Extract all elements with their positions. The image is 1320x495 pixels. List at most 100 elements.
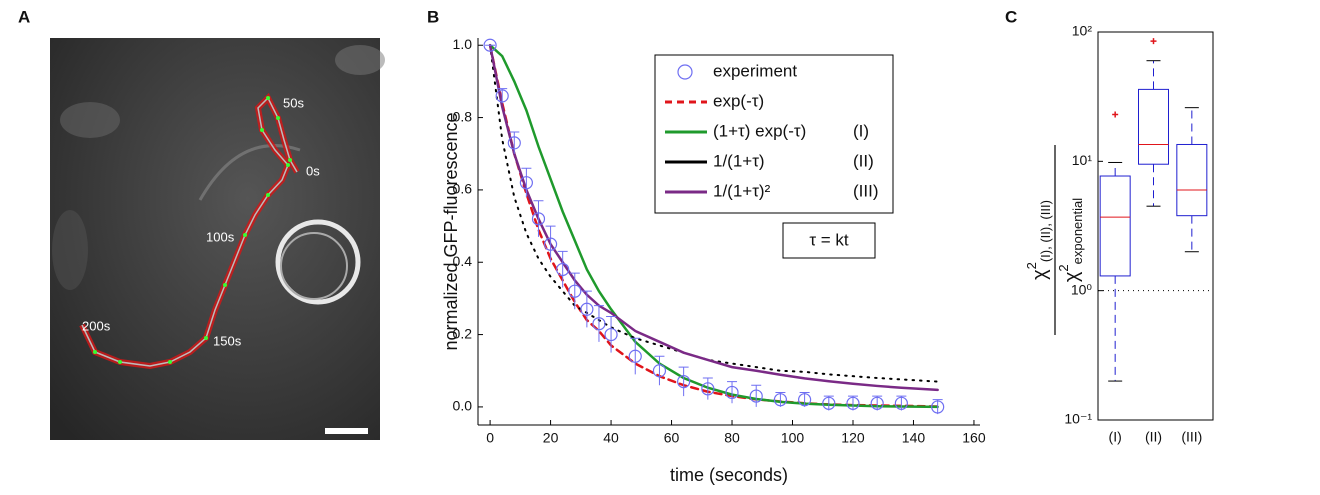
data-point [677,374,691,389]
y-tick-label: 10⁰ [1071,281,1093,297]
data-point [495,89,509,103]
x-tick-label: 40 [603,430,619,446]
error-bar [872,395,883,411]
error-bar [545,225,556,263]
error-bar [847,395,858,411]
y-tick-label: 10² [1072,23,1093,39]
time-label: 100s [206,229,235,244]
error-bar [533,200,544,237]
data-point [846,396,860,410]
box [1138,88,1169,165]
error-bar [751,384,762,407]
error-bar [702,377,713,400]
error-bar [932,399,943,415]
x-tick-label: (II) [1145,429,1162,445]
x-tick-label: (III) [1181,429,1202,445]
y-tick-label: 0.0 [453,398,473,414]
x-tick-label: 80 [724,430,740,446]
data-point [628,349,642,363]
y-tick-label: 10¹ [1072,152,1093,168]
panel-label: C [1005,7,1017,26]
x-tick-label: 160 [962,430,986,446]
data-point [519,176,533,190]
data-point [931,400,945,414]
error-bar [593,305,604,342]
curve [489,44,939,383]
x-tick-label: 140 [902,430,926,446]
data-point [556,262,570,277]
legend-tag: (II) [853,151,874,170]
denominator: χ2exponential [1056,198,1085,282]
error-bar [896,395,907,411]
y-tick-label: 0.8 [453,108,473,124]
y-tick-label: 10⁻¹ [1064,411,1092,427]
error-bar [606,315,617,353]
error-bar [630,337,641,375]
box [1099,175,1131,277]
outlier [1112,111,1119,118]
y-tick-label: 0.6 [453,181,473,197]
x-tick-label: 120 [841,430,865,446]
annotation-box [782,222,876,259]
error-bar [654,355,665,386]
time-label: 200s [82,318,111,333]
data-point [749,389,763,403]
y-tick-label: 0.2 [453,325,473,341]
x-axis-label: time (seconds) [670,465,788,485]
outlier [1150,38,1157,45]
panel-label: A [18,7,30,26]
error-bar [521,167,532,198]
error-bar [509,131,520,154]
legend-label: exp(-τ) [713,91,764,110]
time-label: 0s [306,163,320,178]
panel-label: B [427,7,439,26]
numerator: χ2(I), (II), (III) [1024,200,1053,280]
x-tick-label: 100 [781,430,805,446]
error-bar [727,381,738,404]
x-tick-label: 60 [664,430,680,446]
x-tick-label: (I) [1109,429,1122,445]
y-axis-label: χ2(I), (II), (III) χ2exponential [1024,145,1085,335]
box [1176,143,1208,217]
y-axis-label: normalized GFP-fluorescence [441,112,461,350]
data-point [604,327,618,342]
legend-tag: (III) [853,181,879,200]
legend-label: experiment [713,61,797,80]
data-point [483,38,497,52]
annotation: τ = kt [809,230,849,249]
data-point [652,364,667,378]
error-bar [497,88,508,104]
error-bar [678,366,689,397]
data-point [870,396,884,410]
y-tick-label: 0.4 [453,253,473,269]
error-bar [823,395,834,411]
data-point [580,302,594,316]
data-point [773,393,788,407]
legend [654,54,894,214]
data-point [798,393,812,407]
time-label: 50s [283,95,304,110]
micrograph [50,38,385,440]
data-point [568,284,582,298]
error-bar [581,290,592,328]
legend-label: (1+τ) exp(-τ) [713,121,806,140]
legend-label: 1/(1+τ)² [713,181,771,200]
data-point [507,136,521,150]
x-tick-label: 0 [486,430,494,446]
plot-frame [1097,31,1214,421]
data-point [701,382,715,396]
data-point [894,396,908,410]
data-point [531,212,546,226]
data-point [822,396,836,410]
error-bar [557,250,568,288]
time-label: 150s [213,333,242,348]
y-tick-label: 1.0 [453,36,473,52]
x-tick-label: 20 [543,430,559,446]
legend-marker [677,64,693,80]
error-bar [569,272,580,310]
data-point [592,317,606,331]
error-bar [799,391,810,407]
legend-tag: (I) [853,121,869,140]
curve [488,43,939,392]
